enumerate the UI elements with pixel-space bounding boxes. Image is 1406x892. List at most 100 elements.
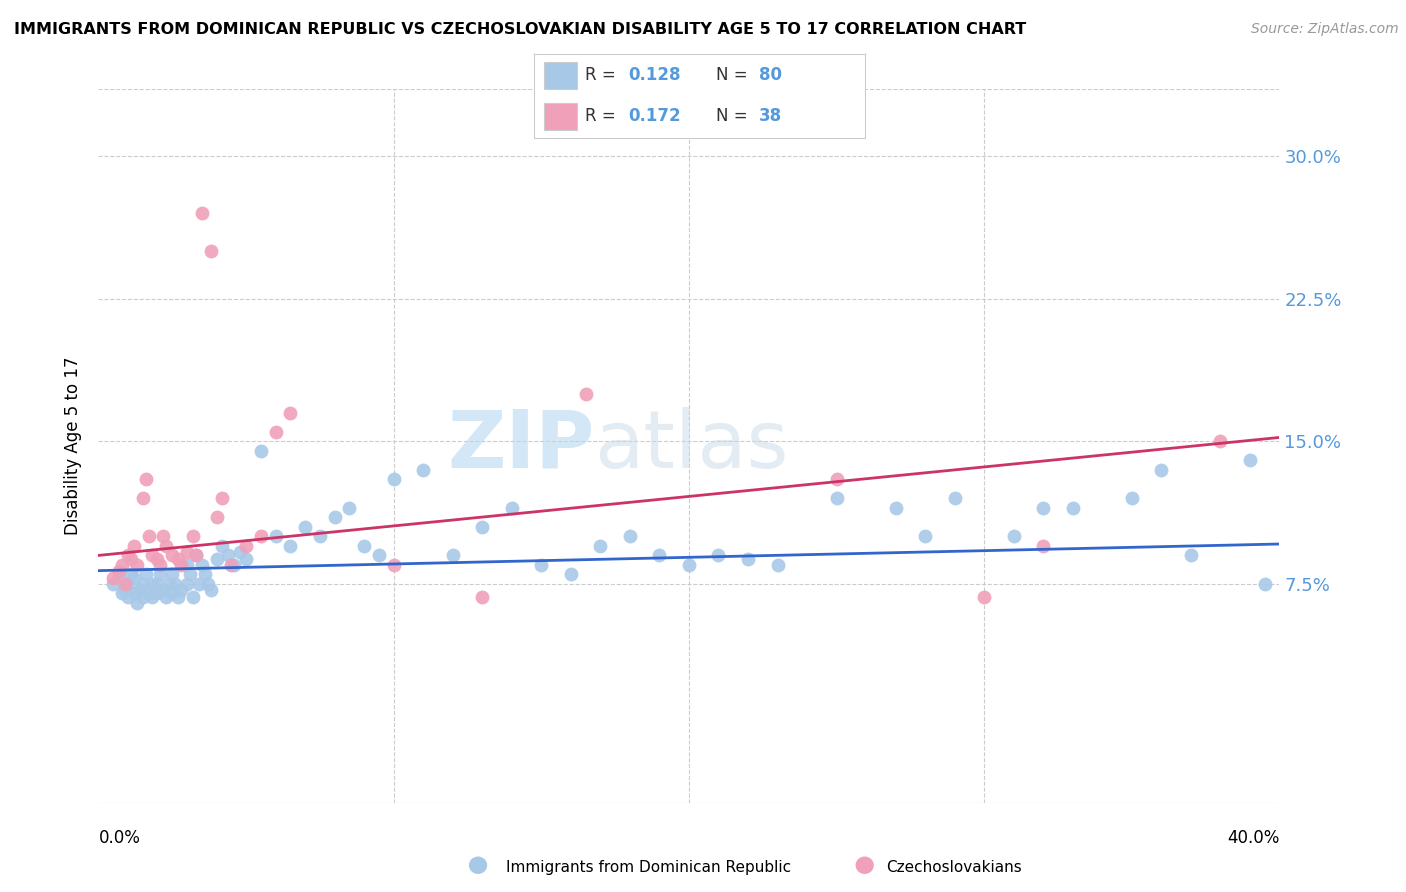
FancyBboxPatch shape (544, 62, 578, 89)
Point (152, 582, 174, 597)
Point (1180, 549, 1202, 563)
Point (114, 582, 136, 597)
Point (181, 591, 204, 605)
Point (170, 582, 193, 597)
Point (108, 571, 131, 585)
Point (122, 571, 145, 585)
Point (128, 582, 150, 597)
Point (132, 491, 155, 506)
Text: 0.0%: 0.0% (98, 829, 141, 847)
Point (205, 510, 228, 524)
Point (146, 577, 169, 591)
Point (530, 558, 553, 572)
Point (200, 244, 222, 258)
Text: N =: N = (716, 66, 752, 84)
Text: ZIP: ZIP (447, 407, 595, 485)
Point (162, 586, 183, 600)
Point (167, 591, 190, 605)
Point (155, 591, 177, 605)
Point (574, 386, 596, 401)
Point (141, 549, 163, 563)
Point (165, 577, 187, 591)
Point (1032, 539, 1054, 553)
Point (1062, 500, 1084, 515)
Point (135, 472, 157, 486)
Point (135, 567, 157, 582)
Text: 0.172: 0.172 (628, 107, 681, 125)
Point (111, 558, 134, 572)
Point (191, 558, 214, 572)
Point (138, 586, 160, 600)
Point (176, 577, 198, 591)
Point (973, 591, 995, 605)
Point (191, 206, 214, 220)
Point (825, 472, 848, 486)
Point (149, 567, 172, 582)
Point (176, 558, 198, 572)
Point (309, 529, 332, 543)
Text: N =: N = (716, 107, 752, 125)
Point (162, 549, 183, 563)
Point (471, 591, 494, 605)
Point (1239, 453, 1261, 467)
Point (141, 577, 163, 591)
Point (103, 577, 125, 591)
Point (382, 558, 405, 572)
Point (114, 577, 136, 591)
Point (108, 564, 131, 578)
Point (678, 558, 700, 572)
Point (125, 558, 148, 572)
Point (560, 567, 582, 582)
Point (250, 529, 273, 543)
Point (184, 549, 207, 563)
Text: 80: 80 (759, 66, 782, 84)
Point (162, 567, 183, 582)
Point (120, 567, 142, 582)
Point (619, 529, 641, 543)
Point (120, 552, 142, 566)
Point (412, 463, 434, 477)
Point (278, 406, 302, 420)
Point (294, 520, 316, 534)
Point (152, 529, 174, 543)
Point (219, 558, 242, 572)
Point (138, 529, 160, 543)
Point (229, 544, 252, 558)
Point (884, 500, 907, 515)
Point (1150, 463, 1173, 477)
Point (103, 571, 125, 585)
Point (117, 549, 139, 563)
Point (825, 491, 848, 506)
Point (132, 591, 155, 605)
Point (368, 549, 391, 563)
Point (181, 529, 204, 543)
Text: R =: R = (585, 107, 621, 125)
Y-axis label: Disability Age 5 to 17: Disability Age 5 to 17 (65, 357, 83, 535)
Point (197, 577, 219, 591)
Point (217, 549, 239, 563)
Point (323, 510, 346, 524)
Point (111, 586, 134, 600)
Point (353, 539, 375, 553)
Point (339, 500, 360, 515)
Point (149, 558, 172, 572)
Point (264, 529, 287, 543)
Point (155, 539, 177, 553)
Point (200, 582, 222, 597)
Point (1032, 500, 1054, 515)
Point (211, 539, 233, 553)
Point (184, 549, 207, 563)
Text: Immigrants from Dominican Republic: Immigrants from Dominican Republic (506, 860, 792, 874)
Point (167, 552, 190, 566)
Point (224, 558, 246, 572)
Point (117, 591, 139, 605)
Point (648, 549, 671, 563)
Point (146, 552, 169, 566)
Point (157, 577, 180, 591)
Point (141, 591, 163, 605)
Point (589, 539, 612, 553)
Text: Source: ZipAtlas.com: Source: ZipAtlas.com (1251, 22, 1399, 37)
Point (176, 544, 198, 558)
Point (187, 577, 209, 591)
Point (914, 529, 936, 543)
